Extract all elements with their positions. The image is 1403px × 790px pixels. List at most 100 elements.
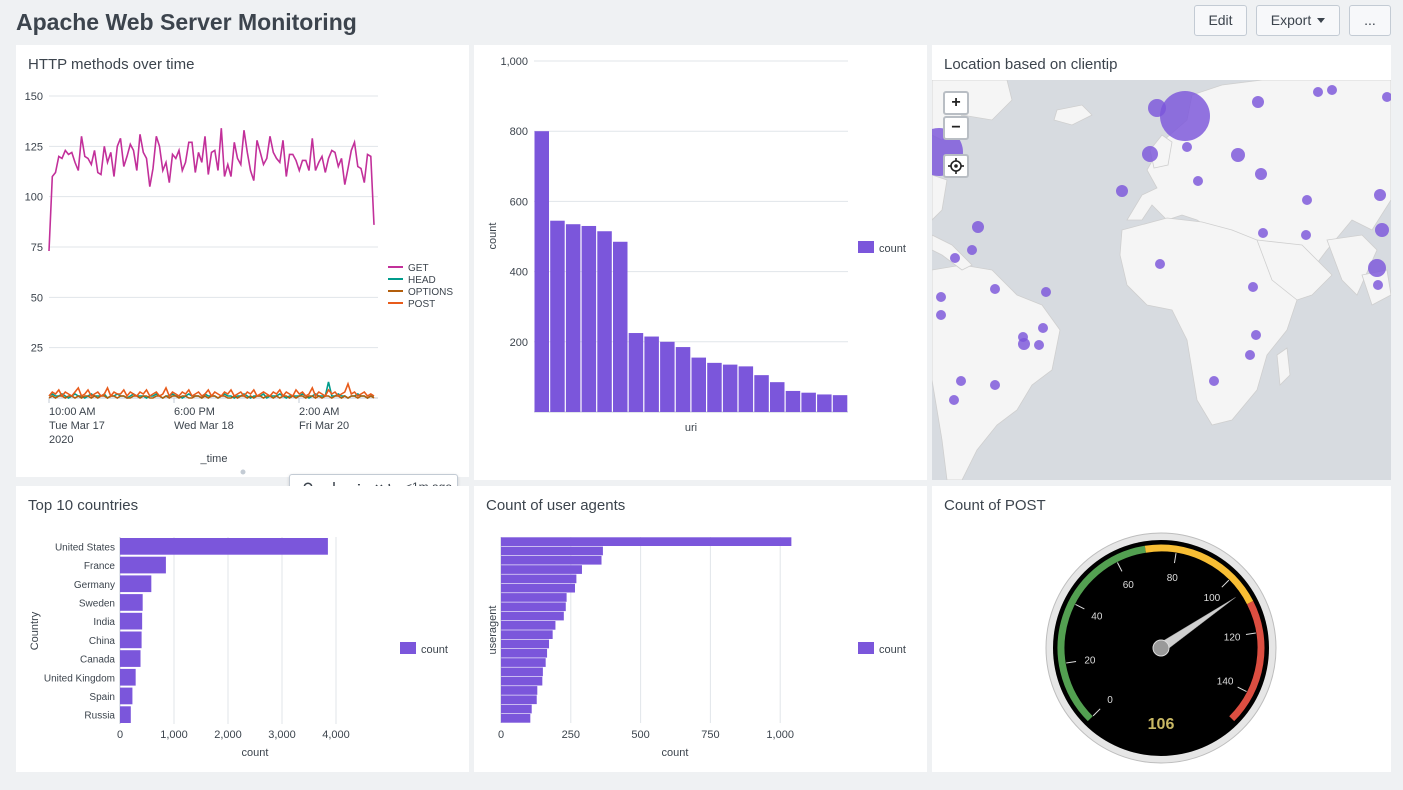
location-panel: Location based on clientip [932, 45, 1391, 480]
legend-label: OPTIONS [408, 287, 453, 298]
bar [120, 650, 141, 667]
legend-label: count [879, 644, 906, 656]
bar [501, 611, 564, 621]
zoom-out-button[interactable]: − [943, 116, 969, 140]
bar [722, 364, 738, 412]
uri-chart: 200 400 600 800 1,000 count uri count [487, 56, 906, 434]
zoom-in-button[interactable]: + [943, 91, 969, 115]
map-marker [1018, 338, 1030, 350]
map-marker [1301, 230, 1311, 240]
bar [501, 602, 566, 612]
x-axis-title: count [242, 747, 269, 759]
map-marker [1248, 282, 1258, 292]
x-tick-label: 0 [498, 729, 504, 741]
y-tick-label: Spain [89, 692, 115, 703]
gauge-tick-label: 140 [1217, 677, 1234, 688]
bar [120, 575, 152, 593]
map-marker [1182, 142, 1192, 152]
bar [660, 341, 675, 412]
bar [738, 366, 754, 412]
map-marker [1258, 228, 1268, 238]
y-tick-label: 100 [25, 192, 43, 204]
map-marker [1193, 176, 1203, 186]
world-map[interactable] [932, 80, 1391, 480]
resize-handle [240, 469, 246, 475]
locate-button[interactable] [943, 154, 969, 178]
gauge-needle-hub [1152, 639, 1170, 657]
export-button[interactable]: Export [1256, 5, 1340, 36]
y-axis-title: useragent [487, 606, 499, 655]
gauge-tick [1245, 632, 1256, 636]
land-central-america [932, 234, 973, 271]
map-marker [1231, 148, 1245, 162]
y-tick-label: Germany [74, 580, 115, 591]
gauge-range-band [1144, 544, 1254, 605]
bar [597, 231, 612, 412]
y-tick-label: China [89, 636, 116, 647]
x-tick-label: 0 [117, 729, 123, 741]
gauge-range-band [1057, 545, 1146, 722]
series-line-get [48, 128, 375, 252]
bar [770, 382, 785, 412]
x-tick-label: 1,000 [160, 729, 188, 741]
x-tick-label: Wed Mar 18 [174, 420, 234, 432]
y-axis-title: Country [29, 611, 41, 650]
map-marker [967, 245, 977, 255]
bar [832, 395, 848, 412]
x-tick-label: 1,000 [766, 729, 794, 741]
user-agents-panel: Count of user agents 0 250 500 750 1,000 coun… [474, 486, 927, 772]
legend-label: POST [408, 299, 435, 310]
y-tick-label: Sweden [79, 598, 115, 609]
map-marker [1041, 287, 1051, 297]
map-marker [990, 284, 1000, 294]
gauge-tick [1092, 708, 1101, 717]
legend-swatch [400, 642, 416, 654]
gauge-value: 106 [1148, 716, 1175, 733]
map-marker [1155, 259, 1165, 269]
gauge-tick-label: 120 [1224, 633, 1241, 644]
bar [501, 593, 567, 602]
map-marker [1255, 168, 1267, 180]
land-africa [1119, 217, 1298, 426]
bar [120, 594, 143, 611]
map-marker [1373, 280, 1383, 290]
bar [501, 555, 602, 565]
map-marker [1142, 146, 1158, 162]
panel-title: Top 10 countries [28, 497, 139, 514]
x-tick-label: 2,000 [214, 729, 242, 741]
gauge-tick [1116, 562, 1123, 572]
dashboard-header: Apache Web Server Monitoring Edit Export… [0, 0, 1403, 44]
legend-label: GET [408, 263, 429, 274]
y-tick-label: 200 [510, 337, 528, 349]
legend-swatch [858, 642, 874, 654]
map-marker [1382, 92, 1391, 102]
panel-title: Count of POST [944, 497, 1046, 514]
map-marker [1327, 85, 1337, 95]
panel-title: Count of user agents [486, 497, 626, 514]
y-tick-label: 1,000 [500, 56, 528, 68]
land-south-america [932, 264, 1061, 480]
bar [501, 704, 532, 714]
more-actions-button[interactable]: ... [1349, 5, 1391, 36]
bar [613, 241, 628, 412]
y-tick-label: France [84, 561, 116, 572]
bar [501, 537, 792, 546]
y-tick-label: 25 [31, 343, 43, 355]
bar [501, 621, 556, 630]
gauge-tick-label: 20 [1084, 655, 1096, 666]
map-marker [950, 253, 960, 263]
gauge-tick-label: 40 [1091, 611, 1103, 622]
map-marker [1116, 185, 1128, 197]
land-north-america-coast [932, 174, 948, 221]
y-tick-label: India [93, 617, 115, 628]
gauge-tick [1237, 686, 1247, 693]
map-marker [1368, 259, 1386, 277]
x-tick-label: Fri Mar 20 [299, 420, 349, 432]
map-area[interactable] [932, 80, 1391, 480]
x-tick-label: 6:00 PM [174, 406, 215, 418]
x-axis-title: uri [685, 422, 697, 434]
edit-button[interactable]: Edit [1194, 5, 1247, 36]
y-tick-label: 150 [25, 91, 43, 103]
bar [501, 676, 543, 686]
bar [565, 224, 581, 412]
